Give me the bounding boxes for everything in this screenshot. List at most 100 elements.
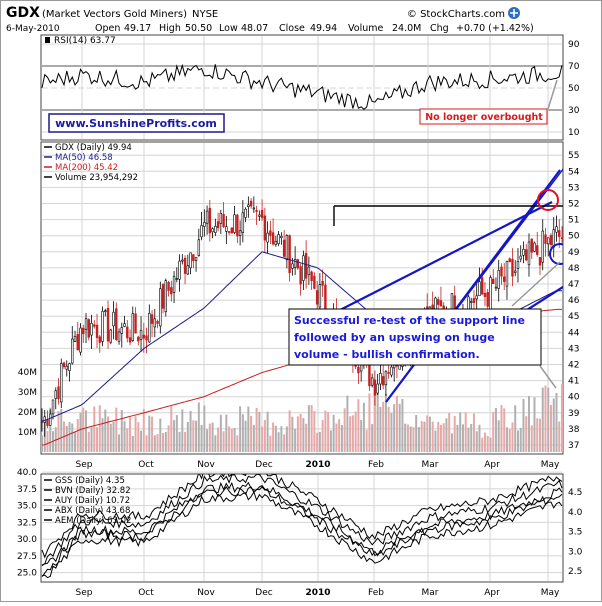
volume-bar [450,433,453,452]
candle-body [252,207,256,210]
price-legend-item: MA(50) 46.58 [55,153,113,163]
volume-bar [467,427,470,452]
price-tick-label: 41 [568,377,579,387]
candle-body [76,333,79,351]
candle-body [492,278,495,284]
price-tick-label: 55 [568,151,579,161]
volume-bar [148,415,151,452]
annotation-arrow-volume [539,365,557,389]
volume-bar [387,406,390,452]
volume-bar [181,409,184,452]
volume-bar [393,404,396,452]
volume-bar [167,425,170,452]
candle-body [139,329,143,340]
volume-bar [120,409,123,452]
candle-body [106,307,110,342]
volume-bar [294,428,297,452]
rsi-tick-label: 10 [568,128,580,138]
volume-bar [431,421,434,452]
candle-body [104,310,107,312]
price-tick-label: 37 [568,441,579,451]
volume-bar [214,435,217,452]
volume-bar [508,429,511,452]
rsi-tick-label: 90 [568,40,580,50]
volume-bar [277,432,280,452]
volume-bar [140,430,143,452]
candle-body [384,371,388,386]
volume-bar [472,413,475,452]
candle-body [186,265,190,275]
volume-bar [346,395,349,452]
volume-bar [134,416,137,452]
candle-body [503,276,506,282]
candle-body [293,259,297,268]
candle-body [112,311,115,327]
volume-bar [492,411,495,452]
candle-body [266,232,269,243]
candle-body [436,299,440,305]
volume-bar [470,424,473,452]
candle-body [489,277,492,310]
comparison-left-tick: 35.0 [17,502,37,512]
candle-body [544,234,547,244]
volume-bar [349,416,352,452]
volume-bars [41,384,563,452]
candle-body [90,323,93,336]
volume-bar [200,424,203,452]
volume-bar [420,421,423,452]
volume-bar [439,424,442,452]
volume-bar [503,408,506,452]
volume-bar [464,412,467,452]
candle-body [514,270,517,273]
volume-bar [324,410,327,452]
comparison-left-axis: 40.0 37.5 35.0 32.5 30.0 27.5 25.0 [17,468,37,579]
rsi-axis: 90 70 50 30 10 [568,40,580,138]
volume-bar [153,435,156,452]
volume-bar [252,424,255,452]
candle-body [178,260,181,280]
candle-body [370,377,374,386]
volume-bar [376,393,379,452]
volume-bar [197,402,200,452]
volume-bar [192,420,195,452]
volume-bar [423,421,426,452]
candle-body [181,259,184,262]
candle-body [505,260,509,287]
month-label: Sep [76,460,93,470]
price-tick-label: 43 [568,344,579,354]
top-highlight-circle [537,189,559,211]
price-tick-label: 46 [568,296,580,306]
volume-bar [354,411,357,452]
volume-bar [437,421,440,452]
volume-bar [514,405,517,452]
volume-bar [486,435,489,452]
volume-value: 24.0M [392,23,421,34]
candle-body [175,278,179,280]
volume-bar [505,427,508,452]
volume-bar [68,422,71,452]
candle-body [161,284,165,309]
volume-bar [481,437,484,452]
volume-bar [247,406,250,452]
volume-bar [241,414,244,452]
price-axis: 55 54 53 52 51 50 49 48 47 46 45 44 43 42 41 40 39 38 37 [568,151,580,451]
candle-body [120,327,123,334]
volume-bar [401,398,404,452]
candle-body [533,242,536,252]
volume-bar [415,414,418,452]
volume-bar [395,395,398,452]
price-tick-label: 48 [568,264,580,274]
low-label: Low [219,23,238,34]
volume-tick-label: 40M [18,368,37,378]
volume-tick-label: 10M [18,428,37,438]
candle-body [208,207,212,234]
volume-bar [434,430,437,452]
comparison-right-tick: 4.5 [568,488,582,498]
candle-body [71,338,74,364]
rsi-tick-label: 50 [568,84,580,94]
month-label: Apr [484,460,500,470]
volume-bar [145,435,148,452]
volume-bar [329,430,332,452]
candle-body [291,263,294,269]
